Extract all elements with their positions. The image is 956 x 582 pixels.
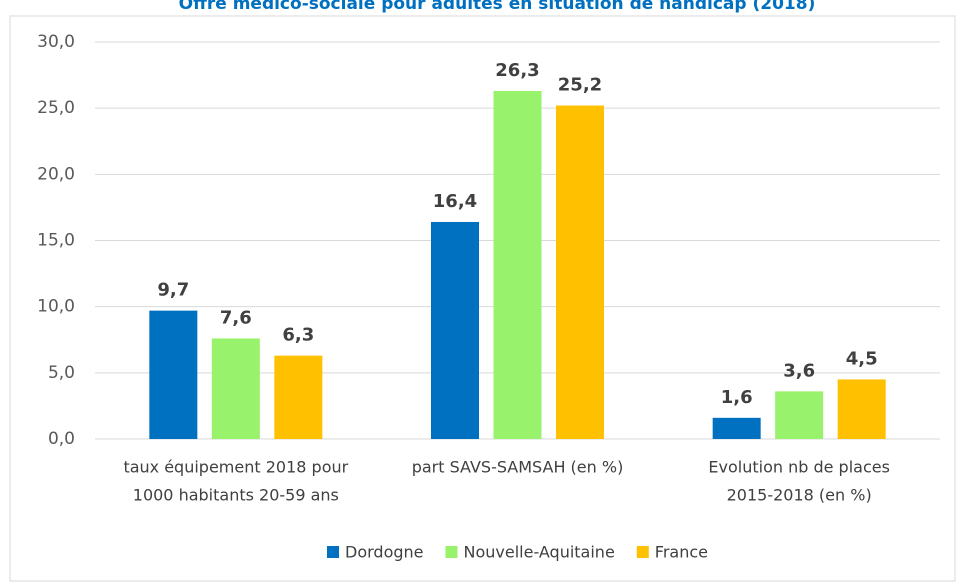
- legend-label: Dordogne: [345, 543, 424, 562]
- y-tick-label: 25,0: [37, 98, 75, 118]
- legend-label: France: [655, 543, 708, 562]
- value-label: 26,3: [495, 60, 539, 81]
- chart-frame: [9, 15, 956, 582]
- bar: [493, 90, 542, 440]
- bar: [556, 105, 604, 440]
- value-label: 3,6: [783, 360, 815, 381]
- chart-title: Offre médico-sociale pour adultes en sit…: [179, 0, 816, 14]
- value-label: 1,6: [721, 387, 753, 408]
- x-tick-label: 2015-2018 (en %): [727, 486, 872, 505]
- y-tick-label: 20,0: [37, 164, 75, 184]
- y-tick-label: 30,0: [37, 32, 75, 52]
- bar: [431, 221, 479, 439]
- bar: [274, 355, 323, 439]
- value-label: 16,4: [433, 191, 477, 212]
- y-tick-label: 10,0: [37, 297, 75, 317]
- bar: [775, 391, 824, 439]
- value-label: 9,7: [157, 280, 189, 301]
- value-label: 7,6: [220, 307, 252, 328]
- legend-swatch: [327, 546, 340, 558]
- value-label: 4,5: [846, 348, 878, 369]
- y-tick-label: 5,0: [48, 363, 75, 383]
- value-label: 6,3: [282, 325, 314, 346]
- legend-swatch: [636, 546, 649, 558]
- legend-label: Nouvelle-Aquitaine: [464, 543, 615, 562]
- bar: [149, 310, 198, 439]
- x-tick-label: Evolution nb de places: [708, 458, 890, 477]
- legend-swatch: [445, 546, 458, 558]
- y-tick-label: 0,0: [48, 429, 75, 449]
- bar: [211, 338, 260, 439]
- bar: [837, 379, 886, 439]
- x-tick-label: part SAVS-SAMSAH (en %): [412, 458, 624, 477]
- value-label: 25,2: [558, 75, 602, 96]
- bar: [712, 417, 761, 439]
- x-tick-label: taux équipement 2018 pour: [123, 458, 348, 477]
- x-tick-label: 1000 habitants 20-59 ans: [133, 486, 339, 505]
- y-tick-label: 15,0: [37, 231, 75, 251]
